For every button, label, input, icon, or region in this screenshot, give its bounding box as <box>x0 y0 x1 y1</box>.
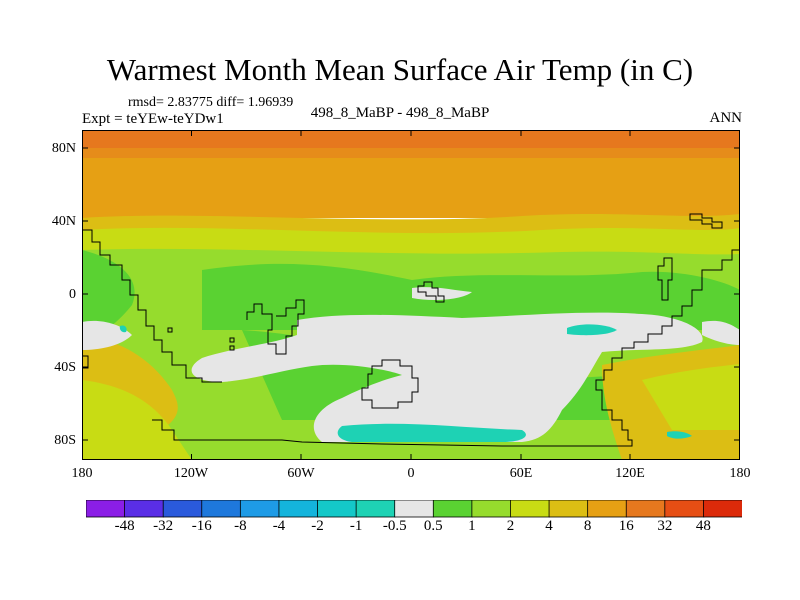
coastline-south-continent <box>361 359 419 409</box>
colorbar-swatch-12 <box>548 500 589 518</box>
colorbar-tick-label: -8 <box>234 518 247 534</box>
patch-cyan-south <box>337 423 526 442</box>
y-tick-80s: 80S <box>54 433 76 448</box>
colorbar-swatch-7 <box>355 500 396 518</box>
plot-title: Warmest Month Mean Surface Air Temp (in … <box>106 52 694 87</box>
season-label: ANN <box>709 110 743 126</box>
colorbar-tick-label: 8 <box>583 518 592 534</box>
coastline-northeast <box>689 213 723 229</box>
coastline-west <box>82 229 222 383</box>
coastline-south-margin <box>152 249 740 447</box>
band-polar-north-2 <box>82 148 740 158</box>
colorbar-tick-label: -0.5 <box>382 518 407 534</box>
coastline-east-island <box>657 257 673 301</box>
coastline-small-islands <box>167 327 235 351</box>
colorbar-swatch-13 <box>587 500 628 518</box>
stats-label: rmsd= 2.83775 diff= 1.96939 <box>128 95 294 110</box>
colorbar-swatch-14 <box>625 500 666 518</box>
colorbar-swatch-9 <box>432 500 473 518</box>
region-neutral-africa <box>412 287 472 300</box>
colorbar-swatch-8 <box>394 500 435 518</box>
colorbar-swatch-2 <box>162 500 203 518</box>
x-tick-60w: 60W <box>287 466 315 481</box>
region-neutral-east <box>702 320 740 345</box>
colorbar-swatch-3 <box>201 500 242 518</box>
x-tick-180w: 180 <box>71 466 93 481</box>
x-tick-0: 0 <box>407 466 415 481</box>
patch-se-yellowgreen <box>642 364 740 430</box>
y-tick-40s: 40S <box>54 360 76 375</box>
band-north-mid <box>82 158 740 218</box>
colorbar-tick-label: 4 <box>545 518 553 534</box>
colorbar-swatch-1 <box>124 500 165 518</box>
colorbar-swatch-15 <box>664 500 705 518</box>
colorbar-tick-label: 16 <box>618 518 634 534</box>
colorbar-swatch-0 <box>86 500 126 518</box>
temperature-map <box>82 130 740 460</box>
x-tick-120e: 120E <box>615 466 645 481</box>
region-neutral-south <box>191 312 703 442</box>
x-tick-120w: 120W <box>173 466 209 481</box>
coastline-americas <box>246 299 305 355</box>
colorbar-tick-label: 32 <box>657 518 673 534</box>
colorbar-tick-label: -1 <box>349 518 363 534</box>
colorbar-tick-label: 0.5 <box>423 518 443 534</box>
experiment-label: Expt = teYEw-teYDw1 <box>82 111 224 127</box>
y-tick-80n: 80N <box>51 141 76 156</box>
region-neutral-west <box>82 320 132 350</box>
colorbar-swatch-10 <box>471 500 512 518</box>
colorbar-swatch-16 <box>703 500 742 518</box>
map-ticks <box>82 130 740 460</box>
colorbar-swatch-4 <box>239 500 280 518</box>
colorbar-tick-label: 1 <box>468 518 476 534</box>
colorbar-tick-label: -4 <box>272 518 286 534</box>
colorbar-tick-label: -48 <box>114 518 135 534</box>
x-tick-60e: 60E <box>509 466 533 481</box>
coastline-africa-north <box>417 281 445 303</box>
colorbar-swatch-6 <box>317 500 358 518</box>
colorbar-tick-label: -2 <box>311 518 324 534</box>
colorbar-tick-label: 2 <box>506 518 515 534</box>
x-tick-180e: 180 <box>729 466 751 481</box>
period-label: 498_8_MaBP - 498_8_MaBP <box>310 105 490 121</box>
y-tick-0: 0 <box>69 287 76 302</box>
colorbar-tick-label: -16 <box>191 518 212 534</box>
patch-cyan-indian <box>567 324 617 336</box>
colorbar <box>86 500 742 518</box>
colorbar-tick-label: -32 <box>153 518 174 534</box>
colorbar-swatch-11 <box>510 500 550 518</box>
patch-sw-yellowgreen <box>82 380 192 460</box>
patch-cyan-se <box>667 431 692 439</box>
y-tick-40n: 40N <box>51 214 76 229</box>
patch-west-green <box>82 250 135 337</box>
colorbar-swatch-5 <box>278 500 319 518</box>
patch-cyan-west <box>119 325 127 333</box>
colorbar-tick-label: 48 <box>695 518 711 534</box>
